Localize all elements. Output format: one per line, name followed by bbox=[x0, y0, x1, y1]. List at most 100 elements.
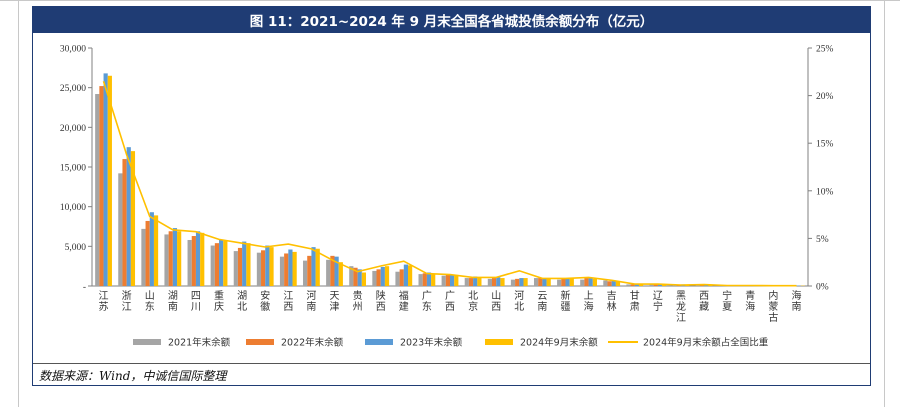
bar bbox=[307, 255, 312, 286]
x-tick-label: 青 bbox=[745, 289, 755, 302]
bar bbox=[177, 231, 182, 286]
bar bbox=[107, 75, 112, 287]
bar bbox=[611, 280, 616, 286]
y-tick-label: 15,000 bbox=[60, 164, 86, 174]
x-tick-label: 广 bbox=[445, 290, 455, 302]
page-right-rule bbox=[884, 0, 885, 407]
bar bbox=[561, 278, 566, 286]
bar bbox=[649, 284, 654, 286]
bar bbox=[279, 256, 285, 286]
x-tick-label: 京 bbox=[468, 300, 478, 313]
bar bbox=[384, 266, 390, 286]
x-tick-label: 南 bbox=[791, 300, 801, 313]
x-tick-label: 海 bbox=[791, 289, 801, 302]
x-tick-label: 贵 bbox=[353, 289, 363, 302]
bar bbox=[557, 279, 562, 286]
legend-label: 2023年末余额 bbox=[400, 337, 463, 349]
x-tick-label: 上 bbox=[584, 290, 594, 302]
bar bbox=[288, 249, 293, 286]
x-tick-label: 北 bbox=[468, 290, 478, 302]
bar bbox=[145, 220, 150, 286]
bar bbox=[330, 255, 335, 286]
bar bbox=[569, 278, 574, 286]
y-tick-label: 25,000 bbox=[60, 84, 86, 94]
bar bbox=[615, 281, 621, 286]
bar bbox=[426, 272, 432, 286]
y-tick-label: 10,000 bbox=[60, 203, 86, 213]
bar bbox=[338, 262, 343, 286]
bar bbox=[607, 281, 612, 286]
y-tick-label: 30,000 bbox=[60, 45, 86, 55]
y-tick-label: 20,000 bbox=[60, 124, 86, 134]
bar bbox=[122, 159, 127, 286]
x-tick-label: 州 bbox=[353, 301, 363, 313]
bar bbox=[538, 278, 543, 286]
bar bbox=[468, 278, 474, 286]
bar bbox=[487, 278, 492, 286]
x-tick-label: 津 bbox=[330, 301, 340, 313]
x-tick-label: 天 bbox=[330, 291, 340, 302]
y2-tick-label: 15% bbox=[816, 140, 834, 150]
x-tick-label: 南 bbox=[168, 300, 178, 313]
bar bbox=[510, 279, 516, 286]
bar bbox=[191, 236, 196, 286]
bar bbox=[141, 228, 146, 286]
bar bbox=[361, 272, 367, 286]
bar bbox=[130, 151, 136, 286]
bar bbox=[233, 251, 238, 286]
bar bbox=[422, 273, 427, 286]
x-tick-label: 北 bbox=[237, 301, 247, 313]
x-tick-label: 内 bbox=[768, 289, 778, 302]
x-tick-label: 江 bbox=[99, 290, 109, 302]
bar bbox=[395, 271, 400, 286]
x-tick-label: 西 bbox=[445, 302, 455, 313]
bar bbox=[334, 256, 339, 286]
bar bbox=[149, 212, 154, 286]
bar bbox=[626, 284, 631, 286]
y2-tick-label: 5% bbox=[816, 235, 829, 245]
x-tick-label: 宁 bbox=[722, 289, 732, 302]
x-tick-label: 江 bbox=[283, 290, 293, 302]
source-note: 数据来源：Wind，中诚信国际整理 bbox=[39, 369, 227, 383]
share-line bbox=[102, 81, 797, 287]
x-tick-label: 徽 bbox=[260, 300, 270, 313]
x-tick-label: 宁 bbox=[653, 300, 663, 313]
bar bbox=[214, 243, 220, 286]
x-tick-label: 川 bbox=[191, 302, 201, 313]
bar bbox=[246, 243, 251, 286]
bar bbox=[464, 278, 469, 286]
x-tick-label: 广 bbox=[422, 290, 432, 302]
bar bbox=[164, 234, 169, 286]
x-tick-label: 河 bbox=[514, 290, 524, 302]
x-tick-label: 南 bbox=[537, 300, 547, 313]
x-tick-label: 新 bbox=[560, 289, 570, 302]
bar bbox=[496, 277, 501, 286]
bar bbox=[303, 260, 308, 286]
bar bbox=[372, 270, 377, 286]
legend-label: 2024年9月末余额 bbox=[520, 337, 598, 349]
page-top-rule bbox=[0, 0, 900, 1]
y2-tick-label: 20% bbox=[816, 92, 834, 102]
bar bbox=[519, 278, 524, 286]
bar bbox=[256, 252, 262, 286]
bar bbox=[311, 247, 316, 286]
bar bbox=[450, 274, 455, 286]
bar bbox=[265, 245, 270, 286]
bar bbox=[99, 86, 104, 286]
x-tick-label: 东 bbox=[422, 300, 432, 313]
x-tick-label: 陕 bbox=[376, 289, 386, 302]
bar bbox=[195, 231, 201, 286]
x-tick-label: 庆 bbox=[214, 300, 224, 313]
y-tick-label: 5,000 bbox=[65, 243, 87, 253]
bar bbox=[454, 274, 459, 286]
x-tick-label: 辽 bbox=[653, 290, 663, 302]
legend-swatch bbox=[133, 339, 161, 345]
page-left-rule bbox=[18, 0, 19, 407]
x-tick-label: 西 bbox=[283, 302, 293, 313]
source-divider bbox=[33, 363, 870, 364]
bar bbox=[353, 267, 358, 286]
bar bbox=[187, 239, 192, 286]
x-tick-label: 夏 bbox=[722, 301, 732, 313]
bar bbox=[126, 147, 131, 286]
bar bbox=[418, 274, 423, 286]
